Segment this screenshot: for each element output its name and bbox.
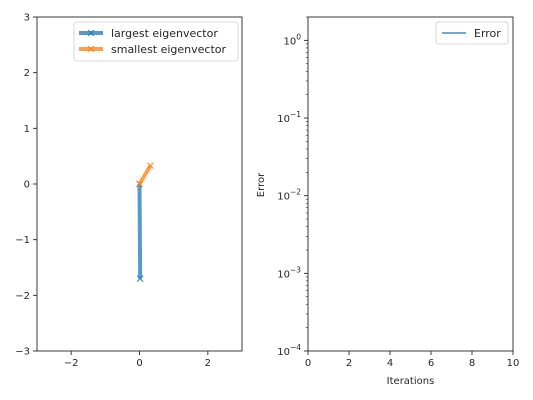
series-1-line bbox=[137, 164, 153, 186]
y-tick-label: 100 bbox=[283, 32, 301, 47]
series-1-point-0 bbox=[136, 180, 143, 188]
x-tick-label: 8 bbox=[469, 358, 475, 369]
legend-box bbox=[73, 21, 239, 62]
legend: largest eigenvector smallest eigenvector bbox=[73, 21, 239, 62]
y-tick-label: −3 bbox=[15, 347, 30, 358]
y-axis-label: Error bbox=[256, 172, 267, 197]
y-tick-label: 10−2 bbox=[277, 188, 301, 203]
y-tick-label: 10−4 bbox=[277, 343, 301, 358]
y-tick-exponent: −1 bbox=[290, 110, 301, 119]
x-tick-label: 0 bbox=[136, 358, 142, 369]
series-0-point-1 bbox=[136, 275, 144, 283]
legend-label: Error bbox=[474, 27, 501, 40]
y-tick-label: 3 bbox=[24, 13, 30, 24]
legend-label: smallest eigenvector bbox=[111, 43, 227, 56]
x-tick-label: −2 bbox=[64, 358, 79, 369]
y-tick-label: 10−3 bbox=[277, 265, 301, 280]
series-0-line bbox=[137, 183, 143, 279]
y-tick-label: 10−1 bbox=[277, 110, 301, 125]
x-tick-label: 4 bbox=[387, 358, 393, 369]
plot-frame bbox=[307, 16, 514, 352]
x-tick-label: 0 bbox=[305, 358, 311, 369]
y-tick-label: −1 bbox=[15, 235, 30, 246]
y-tick-exponent: 0 bbox=[296, 32, 301, 41]
y-tick-exponent: −3 bbox=[290, 265, 301, 274]
x-axis-label: Iterations bbox=[387, 376, 435, 387]
y-tick-label: 0 bbox=[24, 180, 30, 191]
legend-box bbox=[435, 21, 509, 45]
y-tick-label: 1 bbox=[24, 124, 30, 135]
legend-marker bbox=[87, 29, 95, 37]
y-tick-exponent: −4 bbox=[290, 343, 301, 352]
legend-marker bbox=[87, 45, 95, 53]
x-tick-label: 2 bbox=[346, 358, 352, 369]
x-tick-label: 6 bbox=[428, 358, 434, 369]
x-tick-label: 2 bbox=[205, 358, 211, 369]
legend: Error bbox=[435, 21, 509, 45]
y-tick-label: −2 bbox=[15, 291, 30, 302]
x-tick-label: 10 bbox=[507, 358, 520, 369]
y-tick-exponent: −2 bbox=[290, 188, 301, 197]
legend-label: largest eigenvector bbox=[111, 27, 218, 40]
y-tick-label: 2 bbox=[24, 68, 30, 79]
eigenvector-plot: −2 0 2 −3 −2 −1 0 1 2 3 largest eigenvector smalles… bbox=[15, 13, 243, 369]
series-1-point-1 bbox=[147, 162, 154, 170]
error-plot: 0 2 4 6 8 10 100 10−1 10−2 10−3 10−4 Iterations Erro… bbox=[256, 16, 520, 387]
